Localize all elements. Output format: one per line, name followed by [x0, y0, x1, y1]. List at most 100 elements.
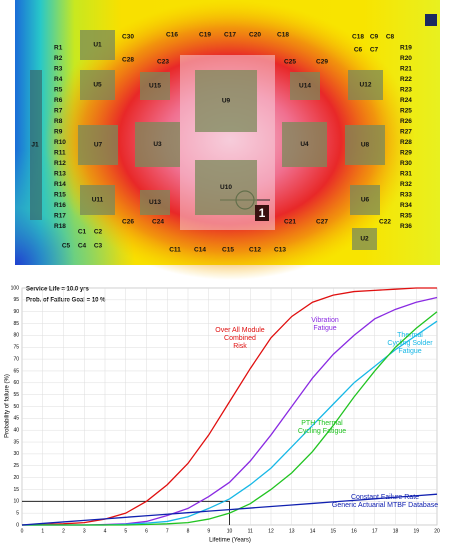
- resistor-label: R13: [54, 171, 66, 178]
- component: [140, 190, 170, 215]
- component-label: C25: [284, 59, 296, 66]
- thermal-image: 1 U1 U5 U7 U3 U9 U15 U14 U12 U4 U8 U10 U11 U13 U6 U2 J1…: [15, 0, 440, 280]
- series-label: Risk: [233, 343, 247, 350]
- component-label: C23: [157, 59, 169, 66]
- y-tick-label: 25: [13, 463, 19, 469]
- x-tick-label: 16: [351, 528, 357, 534]
- annotation: Prob. of Failure Goal = 10 %: [26, 298, 106, 304]
- series-line: [21, 493, 438, 526]
- y-tick-label: 20: [13, 475, 19, 481]
- series-label: Cycling Solder: [387, 340, 433, 347]
- y-tick-label: 80: [13, 333, 19, 339]
- resistor-label: R5: [54, 87, 63, 94]
- y-axis-label: Probability of failure (%): [5, 374, 11, 438]
- series-label: PTH Thermal: [301, 420, 343, 427]
- component: [195, 160, 257, 215]
- component-label: C29: [316, 59, 328, 66]
- x-tick-label: 3: [83, 528, 86, 534]
- series-label: Vibration: [311, 317, 339, 324]
- resistor-label: R22: [400, 76, 412, 83]
- resistor-label: R33: [400, 192, 412, 199]
- annotation: Service Life = 10.0 yrs: [26, 287, 90, 293]
- series-line: [21, 287, 437, 526]
- component-label: C6: [354, 47, 363, 54]
- y-tick-label: 15: [13, 487, 19, 493]
- resistor-label: R28: [400, 139, 412, 146]
- resistor-label: R8: [54, 118, 63, 125]
- series-label: Over All Module: [215, 327, 265, 334]
- component: [80, 70, 115, 100]
- component-label: U5: [93, 82, 102, 89]
- x-tick-label: 6: [145, 528, 148, 534]
- y-tick-label: 60: [13, 380, 19, 386]
- component-label: U15: [149, 83, 161, 90]
- component-label: C16: [166, 32, 178, 39]
- component: [135, 122, 180, 167]
- x-tick-label: 8: [187, 528, 190, 534]
- resistor-label: R1: [54, 45, 63, 52]
- component-label: C11: [169, 247, 181, 254]
- y-tick-label: 5: [16, 510, 19, 516]
- y-tick-label: 50: [13, 404, 19, 410]
- component-label: C24: [152, 219, 164, 226]
- component-label: C15: [222, 247, 234, 254]
- component-label: U4: [300, 141, 309, 148]
- x-tick-label: 19: [413, 528, 419, 534]
- resistor-label: R12: [54, 160, 66, 167]
- component-label: C3: [94, 243, 103, 250]
- x-tick-label: 7: [166, 528, 169, 534]
- component-label: U9: [222, 98, 231, 105]
- resistor-label: R29: [400, 150, 412, 157]
- x-tick-label: 15: [330, 528, 336, 534]
- component-label: U1: [93, 42, 102, 49]
- y-tick-label: 35: [13, 439, 19, 445]
- component-label: C12: [249, 247, 261, 254]
- x-tick-label: 14: [310, 528, 316, 534]
- resistor-label: R26: [400, 118, 412, 125]
- resistor-label: R6: [54, 97, 63, 104]
- y-tick-label: 40: [13, 428, 19, 434]
- resistor-label: R11: [54, 150, 66, 157]
- series-label: Fatigue: [398, 348, 421, 355]
- resistor-label: R17: [54, 213, 66, 220]
- component-label: U3: [153, 141, 162, 148]
- component-label: C14: [194, 247, 206, 254]
- resistor-label: R10: [54, 139, 66, 146]
- component-label: U14: [299, 83, 311, 90]
- component-label: C4: [78, 243, 87, 250]
- x-tick-label: 1: [41, 528, 44, 534]
- component-label: C21: [284, 219, 296, 226]
- y-tick-label: 85: [13, 321, 19, 327]
- resistor-label: R4: [54, 76, 63, 83]
- component: [290, 72, 320, 100]
- component: [140, 72, 170, 100]
- component-label: C27: [316, 219, 328, 226]
- component-label: U10: [220, 184, 232, 191]
- x-tick-label: 9: [207, 528, 210, 534]
- resistor-label: R34: [400, 202, 412, 209]
- series-label: Constant Failure Rate: [351, 494, 419, 501]
- component-label: C5: [62, 243, 71, 250]
- y-tick-label: 45: [13, 416, 19, 422]
- component-label: U12: [360, 82, 372, 89]
- component-label: C17: [224, 32, 236, 39]
- resistor-label: R2: [54, 55, 63, 62]
- resistor-label: R15: [54, 192, 66, 199]
- component-label: C26: [122, 219, 134, 226]
- x-tick-label: 18: [393, 528, 399, 534]
- resistor-label: R21: [400, 66, 412, 73]
- resistor-label: R9: [54, 129, 63, 136]
- component: [80, 185, 115, 215]
- resistor-label: R3: [54, 66, 63, 73]
- y-tick-label: 10: [13, 499, 19, 505]
- x-tick-label: 20: [434, 528, 440, 534]
- component-label: C28: [122, 57, 134, 64]
- component-label: U6: [361, 197, 370, 204]
- component-label: C18: [277, 32, 289, 39]
- resistor-label: R32: [400, 181, 412, 188]
- component: [348, 70, 383, 100]
- y-tick-label: 95: [13, 297, 19, 303]
- component-label: C9: [370, 34, 379, 41]
- corner-chip: [425, 14, 437, 26]
